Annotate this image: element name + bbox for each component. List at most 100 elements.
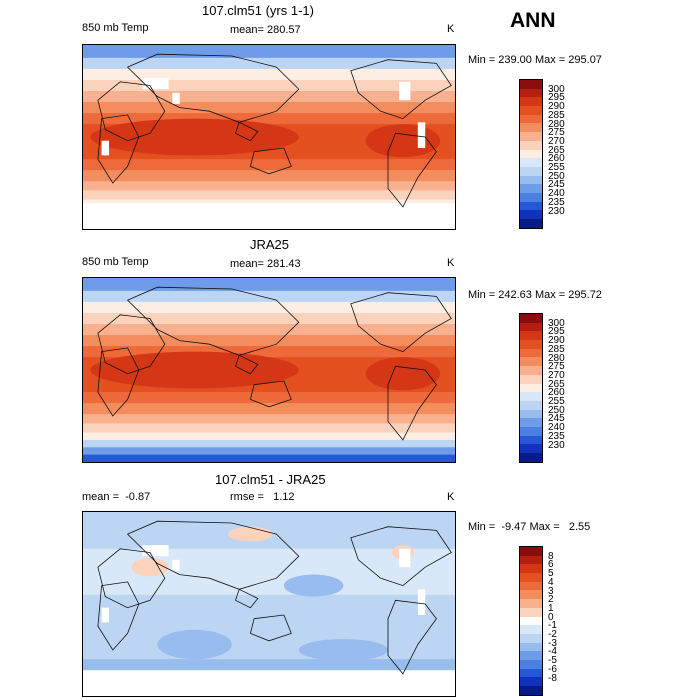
colorbar-tick-label: 260 [548, 153, 565, 165]
coastline [97, 314, 166, 375]
coastline [97, 581, 140, 651]
colorbar-swatch [520, 651, 542, 660]
masked-region [83, 670, 455, 696]
masked-region [101, 140, 110, 156]
contour-band [83, 335, 455, 348]
colorbar-swatch [520, 106, 542, 115]
colorbar-swatch [520, 132, 542, 141]
panel-3-minmax: Min = -9.47 Max = 2.55 [468, 521, 591, 533]
masked-region [172, 92, 180, 104]
colorbar-tick-label: 280 [548, 118, 565, 130]
contour-band [83, 102, 455, 115]
colorbar-tick-label: 240 [548, 188, 565, 200]
panel-3-units: K [447, 491, 455, 503]
colorbar-tick-label: 285 [548, 343, 565, 355]
contour-band [83, 454, 455, 462]
colorbar-swatch [520, 374, 542, 384]
panel-1-minmax: Min = 239.00 Max = 295.07 [468, 54, 602, 66]
panel-2-map [82, 277, 456, 463]
colorbar-tick-label: 230 [548, 205, 565, 217]
colorbar-swatch [520, 686, 542, 695]
masked-region [399, 548, 411, 568]
contour-band [83, 414, 455, 425]
panel-2-variable-label: 850 mb Temp [82, 256, 149, 268]
panel-3-mean-label: mean = -0.87 [82, 491, 151, 503]
contour-band [83, 423, 455, 434]
colorbar-swatch [520, 633, 542, 643]
masked-region [142, 78, 169, 90]
colorbar-swatch [520, 573, 542, 582]
colorbar-swatch [520, 555, 542, 565]
masked-region [172, 559, 180, 571]
contour-band [83, 403, 455, 416]
colorbar-tick-label: 275 [548, 127, 565, 139]
colorbar-tick-label: -3 [548, 637, 557, 649]
contour-band [83, 290, 455, 303]
contour-band [83, 439, 455, 449]
colorbar-tick-label: 3 [548, 585, 554, 597]
colorbar-tick-label: 255 [548, 162, 565, 173]
colorbar-swatch [520, 547, 542, 556]
colorbar-tick-label: -2 [548, 629, 557, 640]
panel-1-variable-label: 850 mb Temp [82, 22, 149, 34]
colorbar-swatch [520, 114, 542, 124]
colorbar-tick-label: 235 [548, 196, 565, 208]
contour-band [83, 68, 455, 81]
colorbar-swatch [520, 590, 542, 600]
colorbar-tick-label: 275 [548, 361, 565, 373]
colorbar-swatch [520, 677, 542, 686]
colorbar-tick-label: 295 [548, 326, 565, 338]
colorbar-tick-label: 265 [548, 144, 565, 156]
coastline [387, 132, 437, 208]
colorbar-swatch [520, 88, 542, 98]
contour-band [83, 190, 455, 201]
colorbar-swatch [520, 149, 542, 159]
colorbar-swatch [520, 331, 542, 341]
coastline [126, 53, 300, 123]
masked-region [417, 589, 426, 616]
colorbar-swatch [520, 435, 542, 445]
contour-band [83, 447, 455, 456]
contour-region [228, 526, 273, 542]
colorbar-tick-label: -8 [548, 672, 557, 684]
colorbar-swatch [520, 426, 542, 436]
colorbar-swatch [520, 140, 542, 150]
colorbar-swatch [520, 607, 542, 617]
colorbar-swatch [520, 322, 542, 332]
colorbar-tick-label: 2 [548, 594, 554, 606]
colorbar-swatch [520, 210, 542, 219]
panel-3-colorbar [519, 546, 543, 696]
panel-3-map [82, 511, 456, 697]
masked-region [142, 545, 169, 557]
colorbar-tick-label: 270 [548, 369, 565, 381]
colorbar-tick-label: 4 [548, 576, 554, 588]
colorbar-swatch [520, 348, 542, 358]
colorbar-tick-label: 0 [548, 611, 554, 623]
masked-region [101, 607, 110, 623]
contour-band [83, 79, 455, 92]
colorbar-swatch [520, 219, 542, 228]
panel-2-colorbar [519, 313, 543, 463]
colorbar-tick-label: 285 [548, 109, 565, 121]
colorbar-tick-label: -5 [548, 655, 557, 667]
colorbar-tick-label: 245 [548, 413, 565, 425]
colorbar-tick-label: 280 [548, 352, 565, 364]
colorbar-tick-label: 290 [548, 335, 565, 347]
colorbar-tick-label: -4 [548, 646, 557, 658]
coastline [249, 614, 292, 642]
contour-band [83, 181, 455, 192]
contour-band [83, 57, 455, 70]
colorbar-swatch [520, 453, 542, 462]
colorbar-swatch [520, 366, 542, 375]
coastline [97, 81, 166, 142]
panel-1-map [82, 44, 456, 230]
colorbar-tick-label: 255 [548, 396, 565, 407]
coastline [235, 588, 259, 609]
coastline [350, 526, 452, 587]
panel-2-title: JRA25 [250, 237, 290, 252]
colorbar-swatch [520, 444, 542, 453]
colorbar-swatch [520, 314, 542, 323]
colorbar-swatch [520, 659, 542, 669]
colorbar-swatch [520, 340, 542, 349]
colorbar-swatch [520, 642, 542, 652]
